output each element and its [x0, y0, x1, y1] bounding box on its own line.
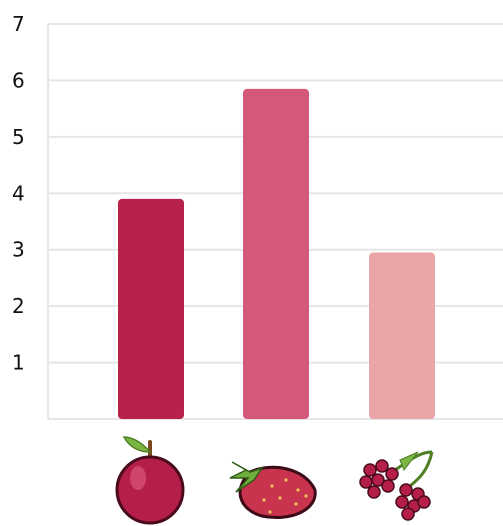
bar-raspberry	[369, 252, 435, 419]
raspberry-icon	[359, 450, 434, 521]
y-axis-ticks: 1 2 3 4 5 6 7	[12, 12, 25, 375]
y-tick-label: 7	[12, 12, 25, 36]
apple-icon	[115, 436, 185, 525]
bar-apple	[118, 198, 184, 419]
y-tick-label: 5	[12, 125, 25, 149]
strawberry-icon	[229, 461, 317, 519]
y-tick-label: 1	[12, 351, 25, 375]
y-tick-label: 3	[12, 238, 25, 262]
bar-strawberry	[243, 88, 309, 420]
y-tick-label: 4	[12, 181, 25, 205]
y-tick-label: 6	[12, 68, 25, 92]
y-tick-label: 2	[12, 294, 25, 318]
bars	[118, 88, 435, 420]
